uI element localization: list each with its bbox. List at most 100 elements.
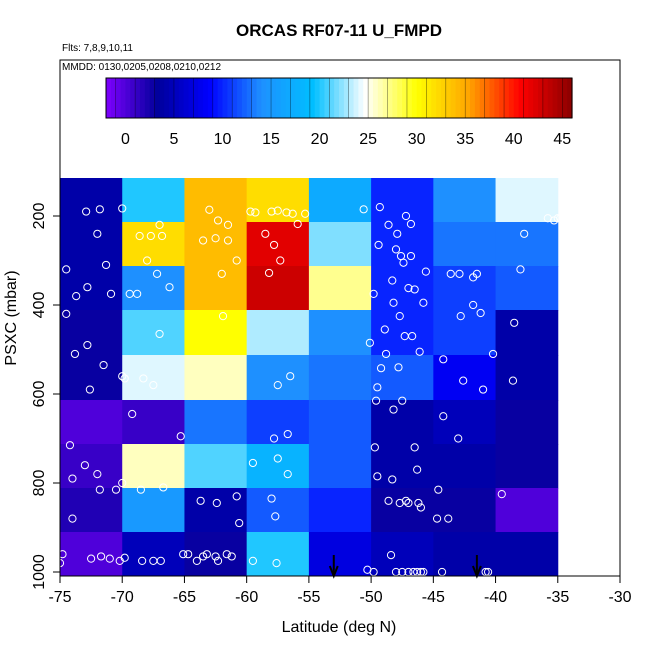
- data-point: [93, 470, 102, 479]
- data-point: [105, 554, 114, 563]
- y-tick-label: 800: [31, 470, 48, 497]
- colorbar-segment: [135, 78, 141, 118]
- flights-label: Flts: 7,8,9,10,11: [62, 43, 133, 54]
- heatmap-cell: [184, 310, 248, 356]
- data-point: [264, 268, 274, 278]
- heatmap-cell: [122, 488, 185, 533]
- data-point: [235, 518, 244, 528]
- colorbar-segment: [217, 78, 224, 118]
- colorbar-segment: [513, 78, 520, 118]
- colorbar-tick-label: 25: [359, 131, 377, 148]
- colorbar-segment: [139, 78, 146, 118]
- heatmap-cell: [246, 266, 310, 311]
- data-point: [469, 300, 478, 310]
- heatmap-cell: [184, 178, 248, 223]
- data-point: [273, 454, 282, 463]
- colorbar-segment: [178, 78, 185, 118]
- x-tick-label: -65: [173, 589, 196, 606]
- colorbar-segment: [237, 78, 243, 118]
- colorbar-segment: [523, 78, 529, 118]
- y-tick-label: 1000: [31, 554, 48, 590]
- colorbar-tick-label: 0: [121, 131, 130, 148]
- heatmap-cell: [184, 444, 248, 489]
- data-point: [82, 207, 91, 216]
- data-point: [120, 374, 129, 383]
- data-point: [184, 550, 193, 559]
- data-point: [135, 231, 144, 241]
- heatmap-cell: [308, 488, 372, 533]
- data-point: [497, 490, 506, 499]
- data-point: [276, 256, 285, 265]
- colorbar-segment: [314, 78, 321, 118]
- colorbar-segment: [542, 78, 549, 118]
- data-point: [152, 269, 162, 278]
- colorbar-segment: [169, 78, 175, 118]
- colorbar-segment: [339, 78, 345, 118]
- colorbar-segment: [120, 78, 127, 118]
- data-point: [510, 318, 519, 327]
- data-point: [365, 338, 374, 347]
- heatmap-cell: [60, 222, 123, 267]
- data-point: [376, 364, 386, 373]
- data-point: [199, 236, 208, 245]
- data-point: [136, 485, 145, 494]
- data-point: [371, 396, 381, 405]
- colorbar-segment: [154, 78, 160, 118]
- colorbar-segment: [305, 78, 311, 118]
- data-point: [261, 229, 270, 238]
- data-point: [99, 360, 108, 370]
- y-axis: 200 400 600 800 1000: [31, 203, 60, 590]
- data-point: [479, 385, 488, 394]
- x-axis: -75 -70 -65 -60 -55 -50 -45 -40 -35 -30: [48, 576, 632, 606]
- data-point: [217, 269, 226, 278]
- heatmap-cell: [246, 178, 310, 223]
- data-point: [469, 273, 478, 282]
- data-point: [222, 550, 231, 559]
- colorbar-segment: [504, 78, 510, 118]
- data-point: [196, 496, 205, 505]
- heatmap-cell: [433, 488, 497, 533]
- data-point: [389, 298, 398, 307]
- heatmap-cell: [184, 355, 248, 401]
- colorbar-segment: [271, 78, 277, 118]
- heatmap-cell: [371, 488, 434, 533]
- colorbar-segment: [144, 78, 151, 118]
- chart-title: ORCAS RF07-11 U_FMPD: [236, 21, 442, 40]
- colorbar-segment: [183, 78, 190, 118]
- data-point: [232, 256, 241, 265]
- heatmap-cell: [308, 532, 372, 577]
- data-point: [388, 276, 397, 285]
- data-point: [391, 245, 401, 254]
- heatmap-cell: [433, 266, 497, 311]
- data-point: [227, 552, 236, 561]
- data-point: [83, 340, 92, 350]
- y-tick-label: 600: [31, 381, 48, 408]
- data-point: [373, 472, 382, 481]
- colorbar-tick-label: 30: [408, 131, 426, 148]
- data-point: [85, 385, 94, 394]
- colorbar-segment: [479, 78, 486, 118]
- data-point: [398, 396, 407, 405]
- data-point: [199, 552, 208, 561]
- heatmap-cell: [184, 532, 248, 577]
- heatmap-cell: [246, 310, 310, 356]
- x-tick-label: -30: [608, 589, 631, 606]
- colorbar-segment: [343, 78, 350, 118]
- x-tick-label: -55: [297, 589, 320, 606]
- data-point: [373, 383, 382, 392]
- data-point: [404, 498, 413, 508]
- data-point: [421, 267, 430, 276]
- colorbar-segment: [203, 78, 209, 118]
- data-point: [370, 443, 379, 452]
- data-point: [273, 381, 282, 390]
- data-point: [434, 485, 443, 494]
- data-point: [476, 308, 485, 318]
- colorbar-segment: [358, 78, 364, 118]
- data-point: [444, 514, 453, 523]
- colorbar-segment: [188, 78, 194, 118]
- heatmap-cell: [371, 355, 434, 401]
- data-point: [232, 492, 241, 501]
- data-point: [406, 251, 416, 261]
- data-point: [399, 258, 408, 267]
